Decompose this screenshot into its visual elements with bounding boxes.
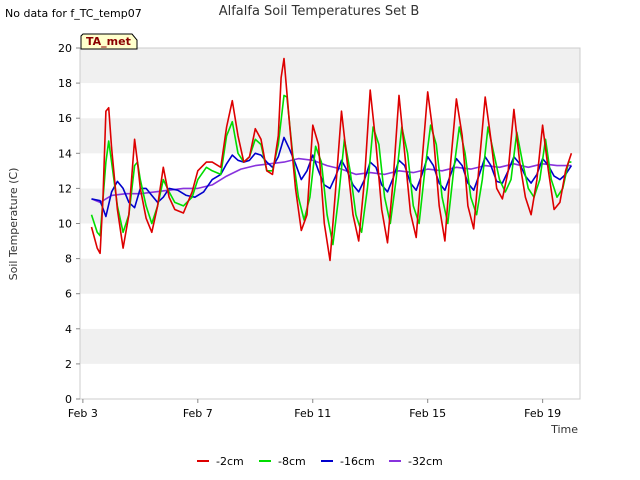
y-tick-label: 14 bbox=[58, 147, 72, 160]
y-axis: 0 2 4 6 8 10 12 14 16 18 20 bbox=[58, 42, 80, 406]
y-tick-label: 20 bbox=[58, 42, 72, 55]
ta-met-tag-label: TA_met bbox=[86, 35, 131, 48]
y-axis-label: Soil Temperature (C) bbox=[7, 168, 20, 281]
grid-band bbox=[80, 363, 580, 399]
y-tick-label: 16 bbox=[58, 112, 72, 125]
y-tick-label: 4 bbox=[65, 323, 72, 336]
legend-label: -2cm bbox=[216, 455, 244, 468]
y-tick-label: 8 bbox=[65, 253, 72, 266]
grid-band bbox=[80, 328, 580, 364]
series-line-32cm bbox=[91, 157, 572, 204]
y-tick-label: 2 bbox=[65, 358, 72, 371]
y-tick-label: 18 bbox=[58, 77, 72, 90]
background-bands bbox=[80, 48, 580, 399]
y-tick-label: 6 bbox=[65, 288, 72, 301]
grid-band bbox=[80, 118, 580, 154]
x-tick-label: Feb 11 bbox=[294, 407, 331, 420]
x-tick-label: Feb 7 bbox=[183, 407, 213, 420]
y-tick-label: 12 bbox=[58, 182, 72, 195]
grid-band bbox=[80, 83, 580, 119]
grid-band bbox=[80, 293, 580, 329]
x-tick-label: Feb 3 bbox=[68, 407, 98, 420]
ta-met-tag: TA_met bbox=[80, 33, 138, 50]
chart-title: Alfalfa Soil Temperatures Set B bbox=[219, 4, 420, 19]
legend-label: -32cm bbox=[408, 455, 443, 468]
y-tick-label: 0 bbox=[65, 393, 72, 406]
series-lines bbox=[90, 57, 573, 262]
legend-label: -8cm bbox=[278, 455, 306, 468]
x-tick-label: Feb 15 bbox=[409, 407, 446, 420]
x-tick-label: Feb 19 bbox=[524, 407, 561, 420]
grid-band bbox=[80, 188, 580, 224]
y-tick-label: 10 bbox=[58, 218, 72, 231]
x-axis: Feb 3 Feb 7 Feb 11 Feb 15 Feb 19 bbox=[68, 399, 561, 420]
legend: -2cm -8cm -16cm -32cm bbox=[197, 455, 443, 468]
no-data-message: No data for f_TC_temp07 bbox=[5, 7, 142, 20]
series-line-2cm bbox=[90, 57, 573, 262]
grid-band bbox=[80, 258, 580, 294]
legend-label: -16cm bbox=[340, 455, 375, 468]
grid-band bbox=[80, 48, 580, 84]
x-axis-label: Time bbox=[550, 423, 578, 436]
